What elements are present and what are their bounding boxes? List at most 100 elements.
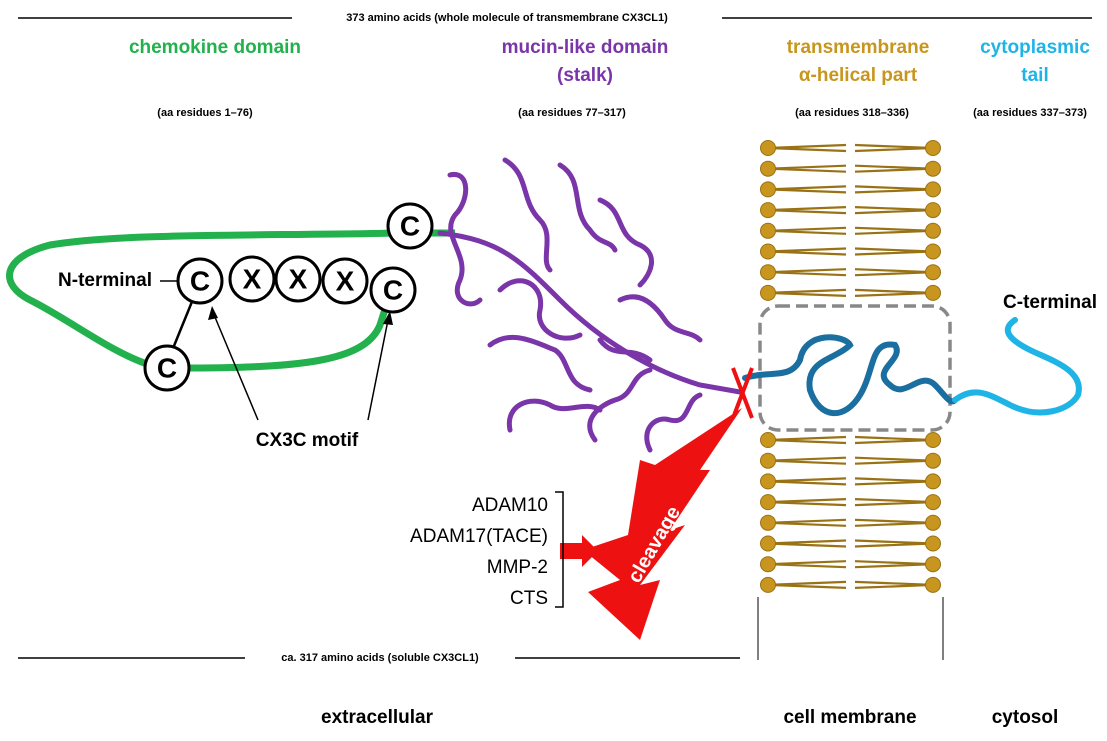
chemokine-loop xyxy=(6,229,455,372)
motif-letter: X xyxy=(289,263,308,294)
lipid-tail xyxy=(767,459,847,465)
lipid-head xyxy=(925,473,941,490)
lipid-tail xyxy=(854,501,934,507)
enzyme: MMP-2 xyxy=(487,557,548,578)
lipid-tail xyxy=(767,480,847,486)
n-terminal-label: N-terminal xyxy=(58,270,152,291)
lipid-head xyxy=(925,160,941,177)
lipid-head xyxy=(925,432,941,448)
lipid-head xyxy=(925,264,941,281)
lipid-tail xyxy=(854,209,934,215)
tail xyxy=(952,317,1082,416)
lipid-head xyxy=(760,284,776,301)
lipid-head xyxy=(760,243,776,260)
domain-title: transmembrane xyxy=(787,37,930,58)
motif-circle xyxy=(321,257,369,305)
lipid-tail xyxy=(767,229,847,235)
motif-letter: C xyxy=(400,210,420,241)
region-label: extracellular xyxy=(321,707,434,728)
arrow xyxy=(560,535,598,567)
lipid-tail xyxy=(854,542,934,548)
lipid-tail xyxy=(767,250,847,256)
lipid-head xyxy=(925,284,941,301)
lipid-tail xyxy=(767,209,847,215)
lipid-tail xyxy=(767,521,847,527)
lipid-head xyxy=(925,514,941,531)
domain-title: cytoplasmic xyxy=(980,37,1090,58)
lipid-head xyxy=(925,556,941,573)
lipid-head xyxy=(925,535,941,552)
region-label: cytosol xyxy=(992,707,1059,728)
helix xyxy=(742,334,958,417)
domain-title: α-helical part xyxy=(799,65,918,86)
lipid-head xyxy=(760,432,776,448)
lipid-head xyxy=(760,576,776,593)
lipid-head xyxy=(760,160,776,177)
c-terminal-label: C-terminal xyxy=(1003,292,1097,313)
enzyme: ADAM10 xyxy=(472,495,548,516)
motif-letter: C xyxy=(190,265,210,296)
motif-letter: C xyxy=(157,352,177,383)
lipid-tail xyxy=(854,250,934,256)
motif-circle xyxy=(369,266,417,314)
motif-letter: C xyxy=(383,274,403,305)
motif-circle xyxy=(176,257,224,305)
cleavage-site xyxy=(731,367,754,419)
lipid-tail xyxy=(854,480,934,486)
lipid-tail xyxy=(854,521,934,527)
motif-circle xyxy=(228,255,276,303)
enzyme: ADAM17(TACE) xyxy=(410,526,548,547)
top-span: 373 amino acids (whole molecule of trans… xyxy=(18,12,1092,24)
lipid-head xyxy=(925,494,941,511)
domain-range: (aa residues 318–336) xyxy=(795,107,909,119)
lipid-tail xyxy=(854,146,934,153)
lipid-tail xyxy=(854,438,934,445)
motif-circle xyxy=(143,344,191,392)
enzymes: ADAM10 ADAM17(TACE) MMP-2 CTS xyxy=(410,495,548,609)
motif-letter: X xyxy=(243,263,262,294)
motif-label: CX3C motif xyxy=(256,430,359,451)
lipid-tail xyxy=(767,563,847,569)
domain-title: tail xyxy=(1021,65,1048,86)
motif-circle xyxy=(274,255,322,303)
lipid-head xyxy=(760,535,776,552)
lipid-head xyxy=(925,452,941,469)
lipid-tail xyxy=(767,188,847,194)
lipid-tail xyxy=(767,146,847,153)
lipid-head xyxy=(760,452,776,469)
lipid-head xyxy=(760,140,776,156)
lipid-head xyxy=(925,222,941,239)
lipid-tail xyxy=(854,188,934,194)
lipid-tail xyxy=(854,459,934,465)
motif-circle xyxy=(386,202,434,250)
lipid-head xyxy=(925,576,941,593)
lipid-tail xyxy=(767,583,847,589)
domain-range: (aa residues 77–317) xyxy=(518,107,626,119)
lipid-head xyxy=(925,202,941,219)
lipid-head xyxy=(760,222,776,239)
domain-title: mucin-like domain xyxy=(502,37,669,58)
lipid-head xyxy=(760,181,776,198)
domain-range: (aa residues 337–373) xyxy=(973,107,1087,119)
domain-title: chemokine domain xyxy=(129,37,301,58)
lipid-tail xyxy=(854,271,934,277)
span-label: ca. 317 amino acids (soluble CX3CL1) xyxy=(281,652,479,664)
lipid-head xyxy=(925,243,941,260)
lipid-tail xyxy=(767,167,847,173)
lipid-head xyxy=(760,264,776,281)
stalk xyxy=(437,157,743,453)
lipid-head xyxy=(760,473,776,490)
lipid-head xyxy=(760,202,776,219)
lipid-tail xyxy=(854,583,934,589)
domain-range: (aa residues 1–76) xyxy=(157,107,253,119)
lipid-tail xyxy=(854,291,934,297)
motif-circles: C X X X CCC xyxy=(143,202,434,392)
lipid-tail xyxy=(767,271,847,277)
lipid-tail xyxy=(854,563,934,569)
lipid-tail xyxy=(767,438,847,445)
helix-box xyxy=(758,304,952,432)
lipid-head xyxy=(925,140,941,156)
membrane xyxy=(760,140,941,593)
lipid-head xyxy=(760,556,776,573)
